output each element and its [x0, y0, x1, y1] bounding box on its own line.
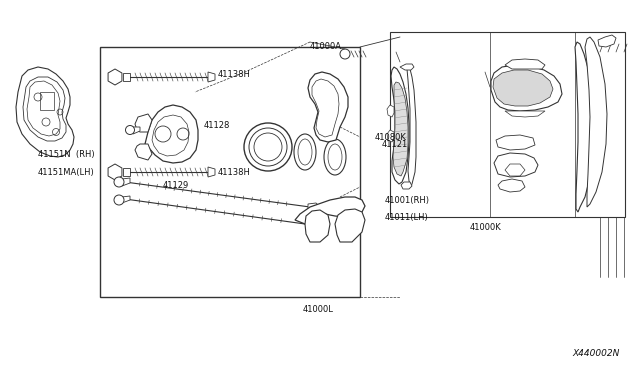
Text: 41128: 41128 [204, 121, 230, 129]
Polygon shape [145, 105, 198, 163]
Polygon shape [123, 168, 130, 176]
Polygon shape [391, 67, 409, 184]
Polygon shape [123, 73, 130, 81]
Text: 41001(RH): 41001(RH) [385, 196, 430, 205]
Text: 41000K: 41000K [470, 222, 502, 231]
Text: 41138H: 41138H [218, 70, 251, 78]
Polygon shape [108, 69, 122, 85]
Polygon shape [585, 37, 607, 207]
Polygon shape [108, 164, 122, 180]
Polygon shape [295, 197, 365, 224]
Polygon shape [505, 59, 545, 69]
Text: 41151MA(LH): 41151MA(LH) [38, 167, 95, 176]
Circle shape [114, 195, 124, 205]
Polygon shape [16, 67, 74, 157]
Polygon shape [575, 42, 594, 212]
Polygon shape [505, 111, 545, 117]
Polygon shape [393, 82, 408, 176]
Polygon shape [387, 105, 394, 117]
Text: 41000A: 41000A [310, 42, 342, 51]
Ellipse shape [294, 134, 316, 170]
Circle shape [244, 123, 292, 171]
Polygon shape [208, 72, 215, 82]
Polygon shape [496, 135, 535, 150]
Bar [100, 47, 360, 297]
Text: 41000L: 41000L [303, 305, 334, 314]
Text: 41121: 41121 [382, 140, 408, 148]
Polygon shape [598, 35, 616, 47]
Polygon shape [308, 72, 348, 142]
Polygon shape [122, 178, 130, 186]
Polygon shape [400, 64, 414, 70]
Polygon shape [308, 203, 320, 212]
Polygon shape [305, 210, 330, 242]
Text: 41151N  (RH): 41151N (RH) [38, 150, 95, 158]
Text: 41011(LH): 41011(LH) [385, 212, 429, 221]
Polygon shape [401, 182, 412, 189]
Polygon shape [407, 66, 416, 186]
Ellipse shape [324, 139, 346, 175]
Text: 41129: 41129 [163, 180, 189, 189]
Polygon shape [493, 70, 553, 106]
Circle shape [125, 125, 134, 135]
Polygon shape [208, 167, 215, 177]
Polygon shape [335, 209, 365, 242]
Polygon shape [498, 179, 525, 192]
Text: 41138H: 41138H [218, 167, 251, 176]
Bar [390, 32, 625, 217]
Polygon shape [122, 196, 130, 203]
Text: 41080K: 41080K [375, 132, 407, 141]
Polygon shape [135, 144, 152, 160]
Text: X440002N: X440002N [573, 350, 620, 359]
Circle shape [114, 177, 124, 187]
Polygon shape [494, 153, 538, 177]
Polygon shape [133, 127, 140, 134]
Polygon shape [491, 65, 562, 111]
Polygon shape [135, 114, 152, 132]
Polygon shape [387, 130, 394, 142]
Circle shape [340, 49, 350, 59]
